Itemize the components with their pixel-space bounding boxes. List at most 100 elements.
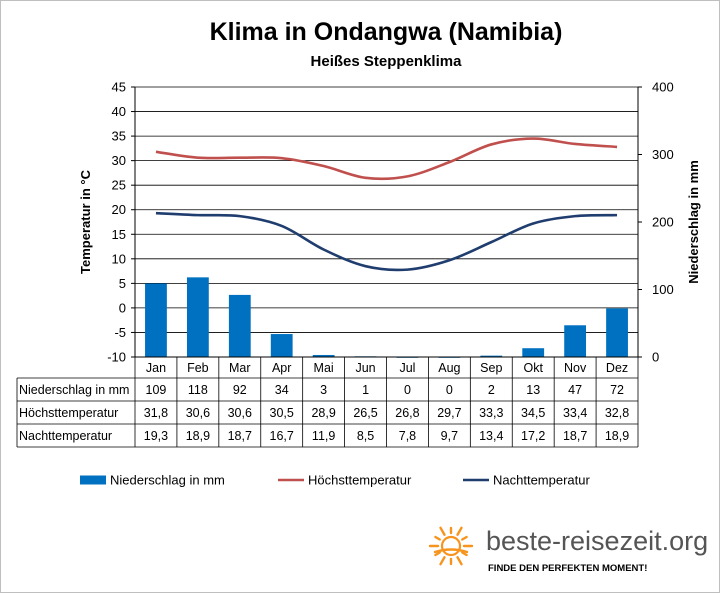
table-cell: 26,5	[353, 406, 377, 420]
bar-precipitation-mai	[312, 354, 335, 357]
temperature-lines	[155, 137, 618, 272]
table-cell: 34,5	[521, 406, 545, 420]
sun-ray	[434, 551, 441, 557]
sun-icon	[428, 526, 474, 566]
table-cell: 9,7	[441, 429, 458, 443]
table-cell: 18,9	[605, 429, 629, 443]
table-cell: 30,6	[228, 406, 252, 420]
legend-swatch-bar	[80, 475, 106, 485]
chart-title: Klima in Ondangwa (Namibia)	[210, 18, 563, 46]
legend-label: Höchsttemperatur	[308, 473, 412, 488]
line-max-temperature	[155, 137, 618, 181]
sun-ray	[439, 556, 446, 566]
y-tick-left: 0	[119, 300, 126, 315]
y-tick-left: 30	[112, 153, 126, 168]
table-row-header: Nachttemperatur	[19, 429, 112, 443]
line-night-temperature	[155, 211, 618, 272]
bar-precipitation-mar	[228, 294, 251, 357]
x-tick-dez: Dez	[606, 361, 628, 375]
table-cell: 34	[275, 383, 289, 397]
x-tick-nov: Nov	[564, 361, 587, 375]
y-axis-left-title: Temperatur in °C	[78, 169, 93, 274]
table-cell: 118	[188, 383, 208, 397]
sun-ray	[434, 535, 441, 541]
sun-ray	[461, 551, 468, 557]
y-tick-left: 20	[112, 202, 126, 217]
brand-name: beste-reisezeit.org	[486, 526, 708, 556]
brand-logo: beste-reisezeit.org FINDE DEN PERFEKTEN …	[428, 526, 708, 574]
table-cell: 16,7	[270, 429, 294, 443]
bar-precipitation-apr	[270, 334, 293, 357]
brand-slogan: FINDE DEN PERFEKTEN MOMENT!	[488, 563, 647, 574]
y-tick-right: 400	[652, 80, 674, 95]
axes: 45 40 35 30 25 20 15 10 5 0 -5 -10 400 300 200 100 0	[107, 80, 674, 365]
table-cell: 13,4	[479, 429, 503, 443]
table-cell: 30,6	[186, 406, 210, 420]
table-cell: 11,9	[312, 429, 335, 443]
bar-precipitation-feb	[186, 277, 209, 357]
table-cell: 1	[362, 383, 369, 397]
x-tick-apr: Apr	[272, 361, 291, 375]
y-tick-right: 300	[652, 147, 674, 162]
table-cell: 92	[233, 383, 247, 397]
y-tick-left: -5	[114, 325, 126, 340]
y-tick-left: 15	[112, 227, 126, 242]
legend-label: Niederschlag in mm	[110, 473, 225, 488]
bar-precipitation-jan	[145, 283, 167, 357]
sun-disc	[440, 535, 462, 557]
table-cell: 33,3	[479, 406, 503, 420]
sun-ray	[439, 526, 446, 536]
table-cell: 28,9	[311, 406, 335, 420]
legend-label: Nachttemperatur	[493, 473, 590, 488]
table-cell: 17,2	[521, 429, 545, 443]
y-tick-left: -10	[107, 350, 126, 365]
bar-precipitation-nov	[564, 325, 587, 357]
sun-ray	[456, 526, 463, 536]
table-cell: 72	[610, 383, 624, 397]
table-cell: 13	[526, 383, 540, 397]
table-cell: 18,9	[186, 429, 210, 443]
y-axis-right-title: Niederschlag in mm	[686, 160, 701, 284]
table-cell: 33,4	[563, 406, 587, 420]
x-tick-jul: Jul	[399, 361, 415, 375]
y-tick-right: 0	[652, 350, 659, 365]
bar-precipitation-dez	[606, 308, 628, 357]
x-tick-aug: Aug	[438, 361, 460, 375]
chart-subtitle: Heißes Steppenklima	[311, 53, 463, 70]
y-tick-right: 100	[652, 282, 674, 297]
y-tick-left: 25	[112, 178, 126, 193]
table-cell: 47	[568, 383, 582, 397]
y-tick-left: 40	[112, 104, 126, 119]
table-cell: 31,8	[144, 406, 168, 420]
x-tick-mai: Mai	[314, 361, 334, 375]
x-tick-mar: Mar	[229, 361, 251, 375]
table-cell: 18,7	[228, 429, 252, 443]
table-cell: 30,5	[270, 406, 294, 420]
table-cell: 8,5	[357, 429, 374, 443]
sun-ray	[461, 535, 468, 541]
table-cell: 19,3	[144, 429, 168, 443]
y-tick-right: 200	[652, 215, 674, 230]
sun-horizon	[433, 548, 469, 554]
y-tick-left: 45	[112, 80, 126, 95]
y-tick-left: 10	[112, 251, 126, 266]
table-cell: 0	[404, 383, 411, 397]
table-cell: 32,8	[605, 406, 629, 420]
x-tick-feb: Feb	[187, 361, 209, 375]
table-cell: 18,7	[563, 429, 587, 443]
precipitation-bars	[145, 277, 628, 358]
y-tick-left: 5	[119, 276, 126, 291]
table-cell: 2	[488, 383, 495, 397]
sun-ray	[456, 556, 463, 566]
table-cell: 0	[446, 383, 453, 397]
table-cell: 109	[146, 383, 167, 397]
legend: Niederschlag in mm Höchsttemperatur Nachtt…	[80, 473, 590, 488]
table-row-header: Höchsttemperatur	[19, 406, 118, 420]
bar-precipitation-okt	[522, 348, 545, 357]
table-cell: 7,8	[399, 429, 416, 443]
data-table: Jan Feb Mar Apr Mai Jun Jul Aug Sep Okt Nov Dez Nied…	[16, 356, 639, 448]
x-tick-sep: Sep	[480, 361, 502, 375]
